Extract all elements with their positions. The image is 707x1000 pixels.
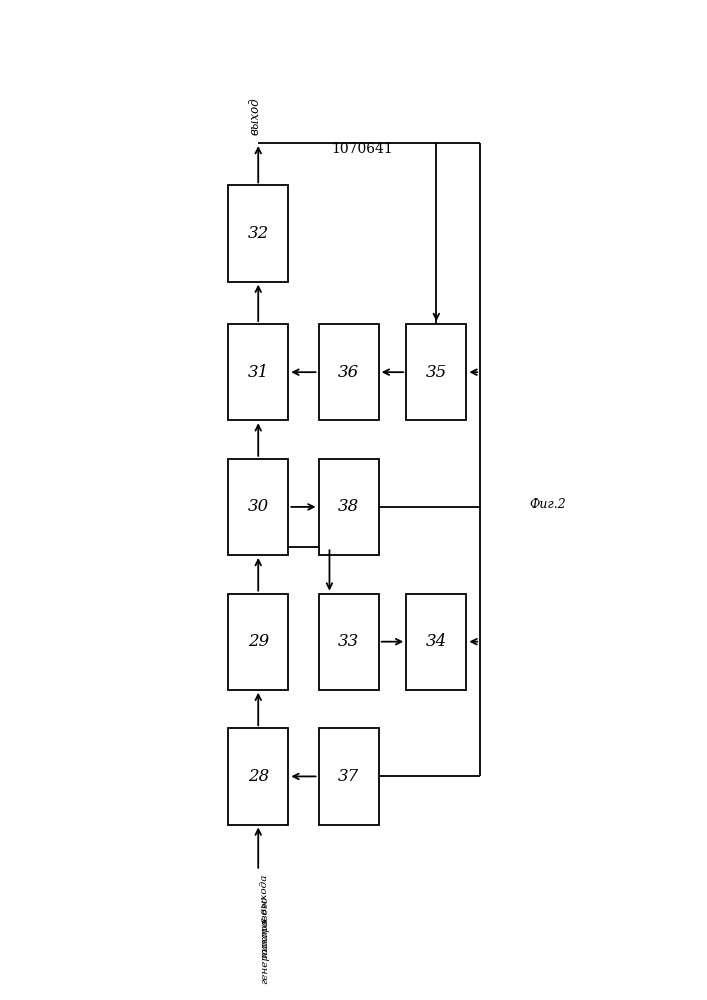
Text: выход: выход [249, 98, 262, 135]
Bar [228, 594, 288, 690]
Bar [319, 594, 379, 690]
Text: 35: 35 [426, 364, 447, 381]
Text: 34: 34 [426, 633, 447, 650]
Text: 28: 28 [247, 768, 269, 785]
Text: 29: 29 [247, 633, 269, 650]
Text: с выхода: с выхода [260, 875, 269, 923]
Bar [228, 324, 288, 420]
Text: 32: 32 [247, 225, 269, 242]
Text: 1070641: 1070641 [332, 142, 393, 156]
Bar [407, 594, 467, 690]
Text: 38: 38 [338, 498, 359, 515]
Text: 31: 31 [247, 364, 269, 381]
Text: 30: 30 [247, 498, 269, 515]
Text: 33: 33 [338, 633, 359, 650]
Text: генератора: генератора [260, 918, 269, 984]
Text: 37: 37 [338, 768, 359, 785]
Bar [319, 728, 379, 825]
Bar [228, 185, 288, 282]
Bar [228, 728, 288, 825]
Bar [407, 324, 467, 420]
Bar [319, 324, 379, 420]
Bar [319, 459, 379, 555]
Text: Фиг.2: Фиг.2 [530, 498, 566, 512]
Bar [228, 459, 288, 555]
Text: тактового: тактового [260, 896, 269, 958]
Text: 36: 36 [338, 364, 359, 381]
